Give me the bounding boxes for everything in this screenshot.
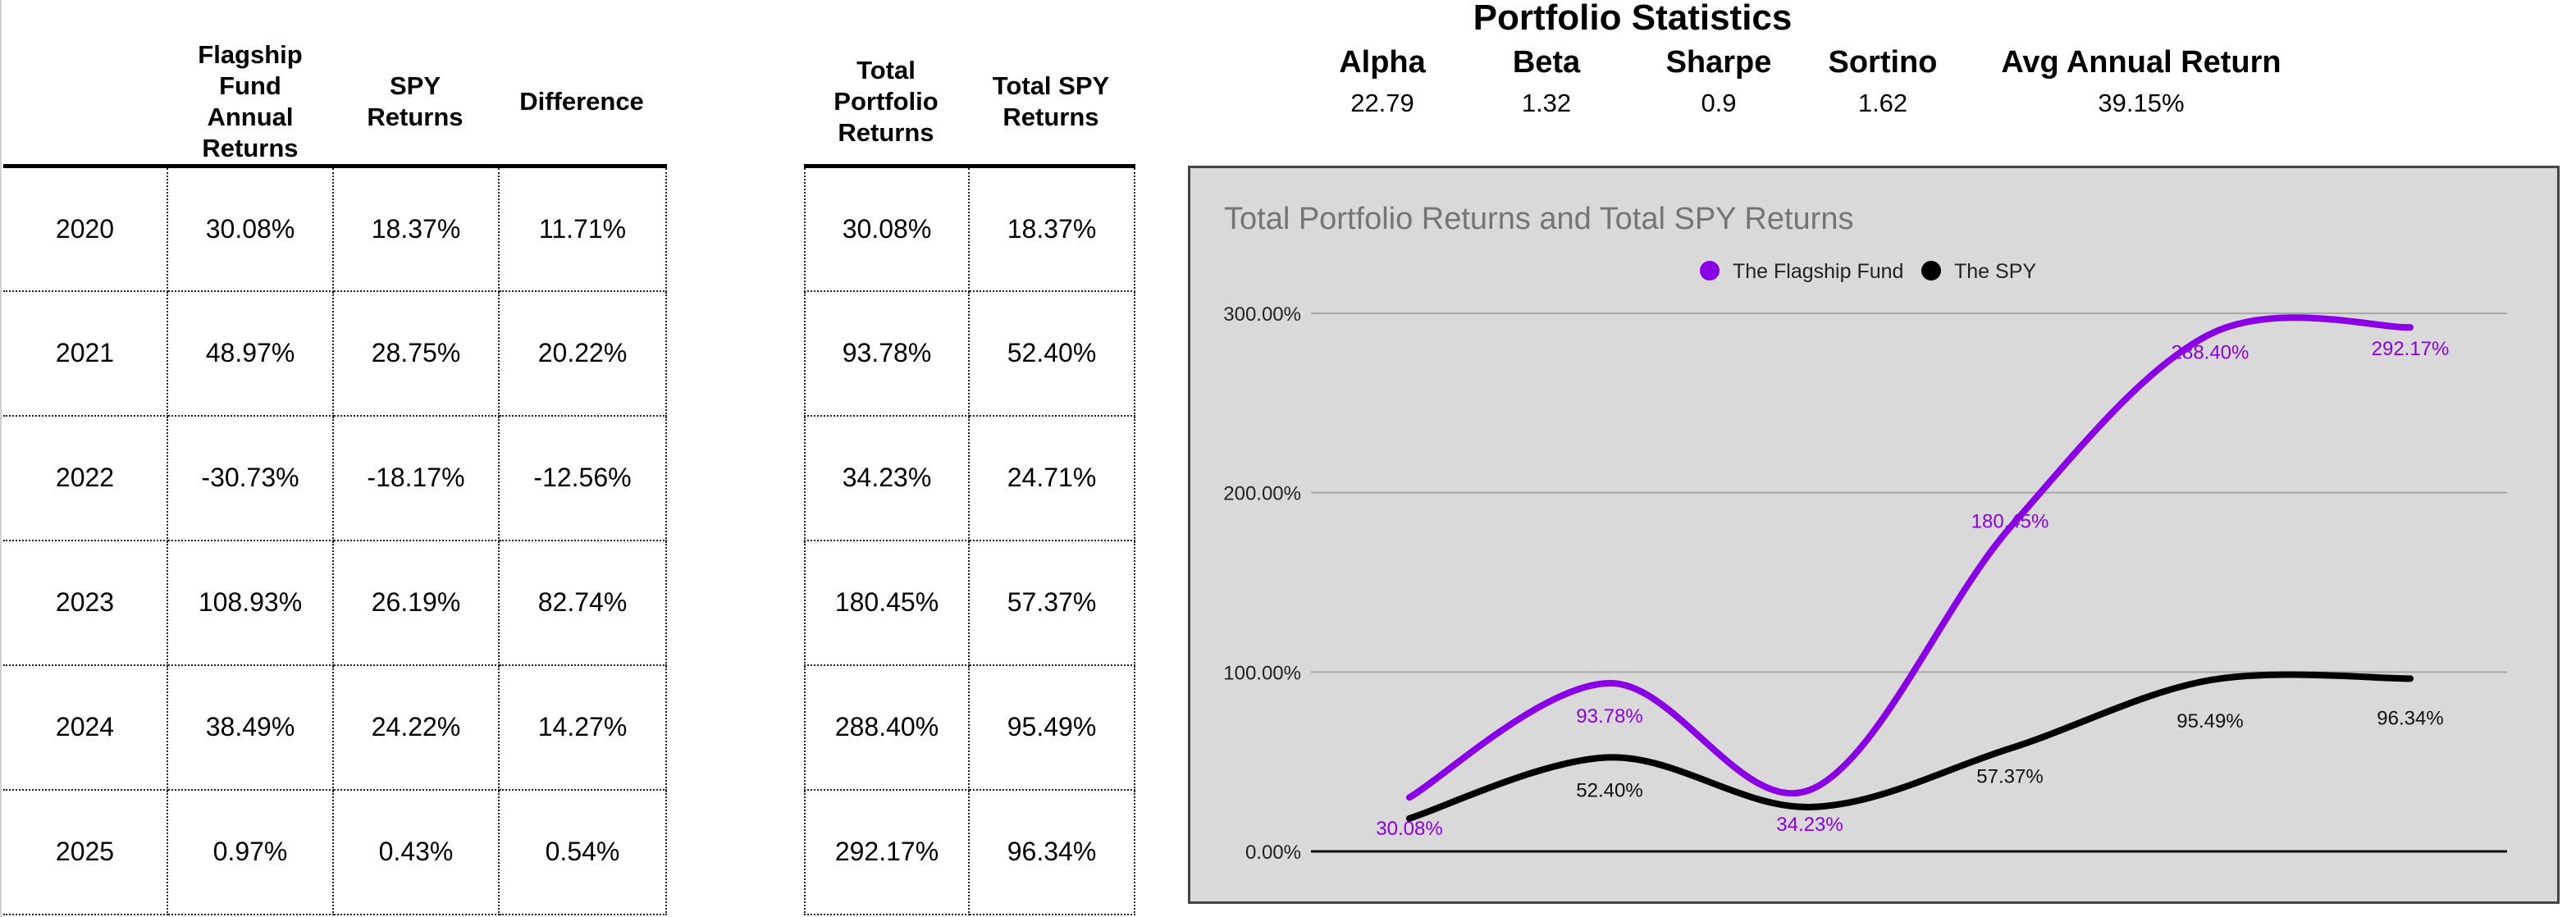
stat-value-sharpe: 0.9	[1701, 89, 1737, 117]
total-table-cell: 34.23%	[804, 415, 970, 541]
annual-table-cell: 0.43%	[332, 789, 500, 915]
data-label: 292.17%	[2372, 338, 2450, 360]
total-table-cell: 288.40%	[804, 664, 970, 791]
annual-table-cell: -12.56%	[498, 415, 667, 541]
annual-table-cell: 48.97%	[167, 290, 334, 417]
series-line	[1406, 314, 2414, 801]
header-total-spy: Total SPY Returns	[992, 71, 1110, 131]
data-label: 34.23%	[1776, 814, 1843, 836]
annual-table-row: 2023 108.93% 26.19% 82.74%	[3, 540, 667, 666]
y-tick-label: 200.00%	[1223, 483, 1301, 505]
stat-value-avg-annual-return: 39.15%	[2098, 89, 2185, 117]
stat-name-avg-annual-return: Avg Annual Return	[2001, 45, 2281, 80]
data-label: 96.34%	[2377, 707, 2443, 729]
series-line	[1406, 671, 2414, 822]
total-table-cell: 24.71%	[968, 415, 1135, 541]
chart-legend: The Flagship Fund The SPY	[1700, 260, 2036, 283]
annual-table-cell: 28.75%	[332, 290, 500, 417]
stat-name-alpha: Alpha	[1339, 45, 1426, 80]
chart-title: Total Portfolio Returns and Total SPY Re…	[1224, 202, 1853, 236]
chart-panel	[1188, 166, 2560, 904]
header-flagship-annual: Flagship Fund Annual Returns	[198, 40, 303, 162]
legend-marker	[1700, 261, 1720, 281]
annual-table-row: 2021 48.97% 28.75% 20.22%	[3, 290, 667, 417]
total-table-cell: 57.37%	[968, 540, 1135, 666]
data-label: 93.78%	[1576, 705, 1642, 728]
total-table-cell: 292.17%	[804, 789, 970, 915]
stat-name-sharpe: Sharpe	[1665, 45, 1772, 80]
data-label: 95.49%	[2176, 710, 2243, 732]
total-returns-table: 30.08% 18.37% 93.78% 52.40% 34.23% 24.71% 180.…	[804, 164, 1135, 915]
header-total-portfolio: Total Portfolio Returns	[834, 56, 939, 147]
annual-table-cell: 108.93%	[167, 540, 334, 666]
stat-value-sortino: 1.62	[1857, 89, 1908, 117]
chart-lines	[1406, 314, 2414, 822]
stats-title: Portfolio Statistics	[1473, 0, 1793, 38]
stat-name-sortino: Sortino	[1828, 45, 1938, 80]
data-label: 52.40%	[1576, 779, 1642, 801]
total-table-row: 288.40% 95.49%	[804, 664, 1135, 791]
total-table-cell: 93.78%	[804, 290, 970, 417]
data-label: 180.45%	[1971, 510, 2049, 532]
annual-table-cell: 24.22%	[332, 664, 500, 791]
total-table-cell: 95.49%	[968, 664, 1135, 791]
stat-name-beta: Beta	[1512, 45, 1581, 80]
annual-table-cell: 2020	[3, 164, 168, 292]
legend-marker	[1921, 261, 1941, 281]
total-table-row: 93.78% 52.40%	[804, 290, 1135, 417]
annual-table-cell: -30.73%	[167, 415, 334, 541]
annual-table-cell: 14.27%	[498, 664, 667, 791]
annual-table-row: 2024 38.49% 24.22% 14.27%	[3, 664, 667, 791]
annual-table-cell: 2021	[3, 290, 168, 417]
total-table-row: 292.17% 96.34%	[804, 789, 1135, 915]
header-spy-returns: SPY Returns	[367, 71, 464, 131]
total-table-row: 34.23% 24.71%	[804, 415, 1135, 541]
total-table-row: 180.45% 57.37%	[804, 540, 1135, 666]
annual-table-cell: 0.97%	[167, 789, 334, 915]
annual-table-row: 2022 -30.73% -18.17% -12.56%	[3, 415, 667, 541]
data-label: 57.37%	[1976, 766, 2043, 788]
annual-table-cell: 38.49%	[167, 664, 334, 791]
annual-table-cell: -18.17%	[332, 415, 500, 541]
y-tick-label: 100.00%	[1223, 662, 1301, 684]
annual-table-cell: 2024	[3, 664, 168, 791]
legend-label: The Flagship Fund	[1733, 260, 1903, 283]
annual-table-cell: 2023	[3, 540, 168, 666]
annual-table-cell: 2022	[3, 415, 168, 541]
annual-returns-table: 2020 30.08% 18.37% 11.71% 2021 48.97% 28.75% 20…	[3, 164, 667, 915]
annual-table-cell: 18.37%	[332, 164, 500, 292]
total-table-cell: 96.34%	[968, 789, 1135, 915]
sheet-left-edge	[0, 0, 2, 917]
y-tick-label: 300.00%	[1223, 303, 1301, 326]
data-label: 288.40%	[2172, 341, 2249, 363]
total-table-cell: 30.08%	[804, 164, 970, 292]
total-table-cell: 52.40%	[968, 290, 1135, 417]
data-label: 30.08%	[1376, 818, 1442, 840]
annual-table-row: 2020 30.08% 18.37% 11.71%	[3, 164, 667, 292]
header-difference: Difference	[519, 87, 644, 116]
chart-grid: 0.00% 100.00% 200.00% 300.00%	[1223, 303, 2507, 864]
stat-value-beta: 1.32	[1521, 89, 1572, 117]
total-table-cell: 180.45%	[804, 540, 970, 666]
annual-table-cell: 82.74%	[498, 540, 667, 666]
chart-data-labels: 30.08% 93.78% 34.23% 180.45% 288.40% 292.17% 5…	[1376, 338, 2449, 840]
y-tick-label: 0.00%	[1245, 842, 1301, 864]
annual-table-cell: 26.19%	[332, 540, 500, 666]
line-chart: Total Portfolio Returns and Total SPY Re…	[1223, 202, 2507, 864]
annual-table-cell: 0.54%	[498, 789, 667, 915]
total-table-cell: 18.37%	[968, 164, 1135, 292]
annual-table-row: 2025 0.97% 0.43% 0.54%	[3, 789, 667, 915]
annual-table-cell: 30.08%	[167, 164, 334, 292]
legend-label: The SPY	[1954, 260, 2036, 283]
annual-table-cell: 11.71%	[498, 164, 667, 292]
total-table-row: 30.08% 18.37%	[804, 164, 1135, 292]
annual-table-cell: 20.22%	[498, 290, 667, 417]
annual-table-cell: 2025	[3, 789, 168, 915]
stat-value-alpha: 22.79	[1350, 89, 1414, 117]
